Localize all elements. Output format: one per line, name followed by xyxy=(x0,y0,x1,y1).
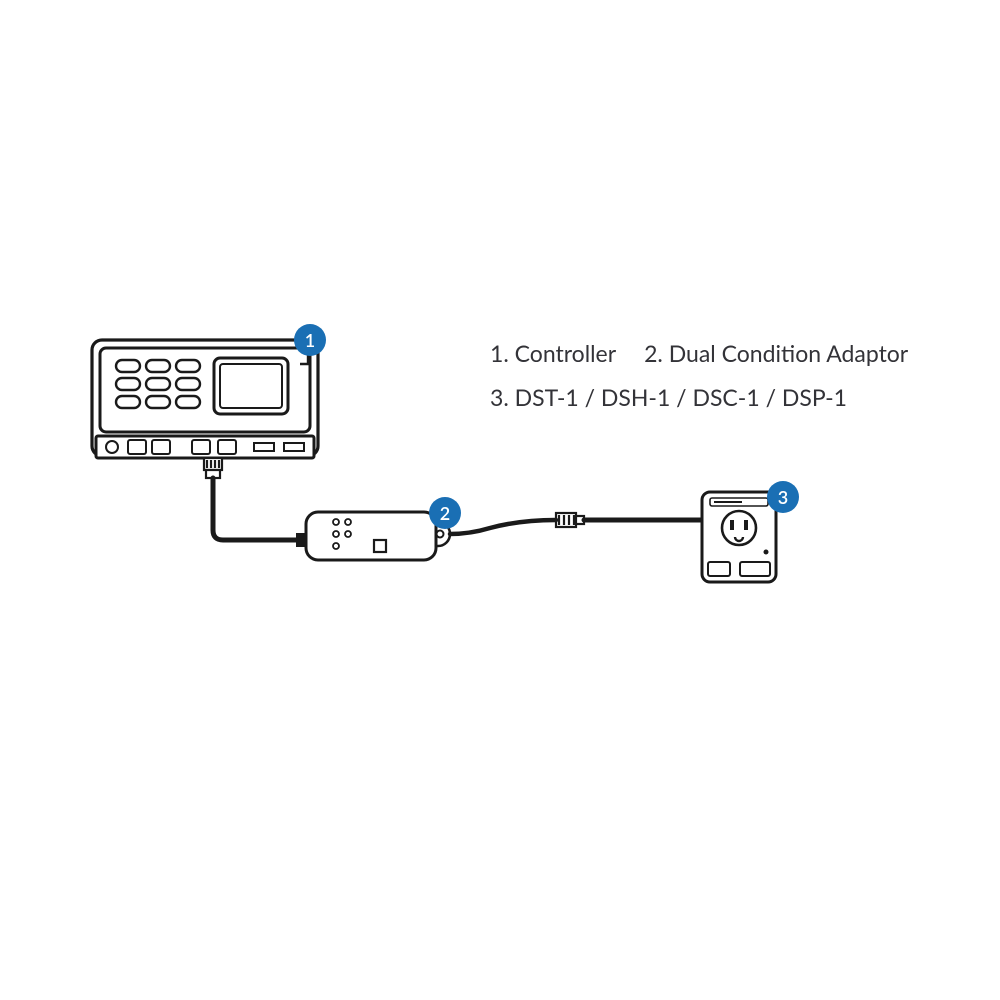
legend-item-3: 3. DST-1 / DSH-1 / DSC-1 / DSP-1 xyxy=(490,376,950,420)
diagram-canvas: 1 2 3 1. Controller 2. Dual Condition Ad… xyxy=(0,0,1000,1000)
dual-condition-adaptor xyxy=(306,512,450,560)
legend-item1-label: Controller xyxy=(515,339,616,367)
legend-item3-num: 3. xyxy=(490,383,509,411)
legend-item-1: 1. Controller xyxy=(490,332,616,376)
cable-controller-to-adaptor xyxy=(213,478,296,540)
legend-item2-label: Dual Condition Adaptor xyxy=(669,339,908,367)
badge-3-text: 3 xyxy=(778,486,788,508)
wiring-diagram-svg xyxy=(0,0,1000,1000)
badge-1-text: 1 xyxy=(305,329,315,351)
adaptor-rj-plug xyxy=(556,513,584,527)
legend: 1. Controller 2. Dual Condition Adaptor … xyxy=(490,332,950,419)
legend-item-2: 2. Dual Condition Adaptor xyxy=(644,332,908,376)
legend-item3-label: DST-1 / DSH-1 / DSC-1 / DSP-1 xyxy=(515,383,847,411)
ds-outlet-device xyxy=(702,492,776,582)
legend-item1-num: 1. xyxy=(490,339,509,367)
badge-1-label: 1 xyxy=(295,325,325,355)
controller-rj-plug xyxy=(204,458,222,478)
badge-3-label: 3 xyxy=(768,482,798,512)
badge-2-label: 2 xyxy=(430,498,460,528)
badge-2-text: 2 xyxy=(440,502,450,524)
legend-row-1: 1. Controller 2. Dual Condition Adaptor xyxy=(490,332,950,376)
controller-device xyxy=(92,340,318,458)
legend-item2-num: 2. xyxy=(644,339,663,367)
adaptor-pigtail xyxy=(450,520,556,534)
